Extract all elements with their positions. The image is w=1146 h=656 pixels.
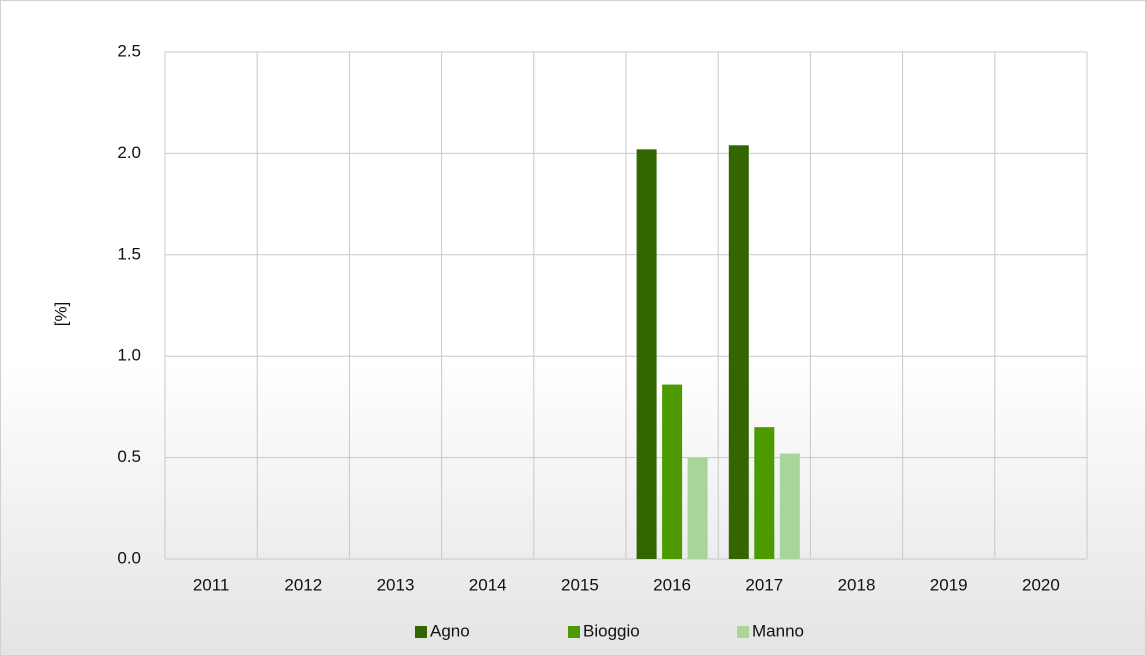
y-axis-label: [%] — [51, 302, 70, 327]
y-tick-label: 2.0 — [117, 143, 141, 162]
x-tick-label: 2020 — [1022, 575, 1060, 594]
x-tick-label: 2013 — [377, 575, 415, 594]
y-tick-label: 1.5 — [117, 244, 141, 263]
bar — [754, 427, 775, 559]
bar — [687, 457, 708, 559]
bar — [779, 453, 800, 559]
x-tick-label: 2012 — [284, 575, 322, 594]
bar — [728, 145, 749, 559]
legend-label: Bioggio — [583, 621, 640, 640]
x-tick-label: 2019 — [930, 575, 968, 594]
legend-swatch — [737, 626, 749, 638]
bar — [636, 149, 657, 559]
x-tick-label: 2018 — [838, 575, 876, 594]
y-tick-label: 0.5 — [117, 447, 141, 466]
x-tick-label: 2014 — [469, 575, 507, 594]
x-tick-label: 2011 — [193, 575, 230, 594]
y-tick-label: 0.0 — [117, 548, 141, 567]
x-tick-label: 2016 — [653, 575, 691, 594]
legend-label: Agno — [430, 621, 470, 640]
bar — [662, 384, 683, 559]
legend-swatch — [568, 626, 580, 638]
x-tick-label: 2017 — [745, 575, 783, 594]
legend-swatch — [415, 626, 427, 638]
y-tick-label: 1.0 — [117, 346, 141, 365]
x-tick-label: 2015 — [561, 575, 599, 594]
legend-label: Manno — [752, 621, 804, 640]
y-tick-label: 2.5 — [117, 41, 141, 60]
